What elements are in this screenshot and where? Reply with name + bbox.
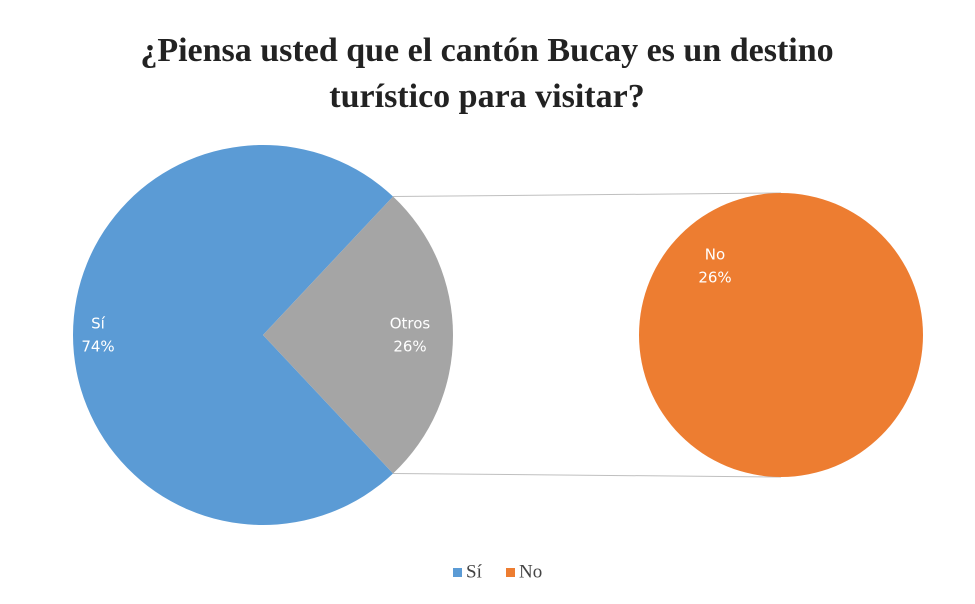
slice-label: Otros bbox=[390, 315, 431, 333]
secondary-pie bbox=[639, 193, 923, 477]
slice-label-value: 26% bbox=[393, 338, 426, 356]
legend-label: No bbox=[519, 561, 542, 582]
connector-line bbox=[393, 192, 782, 197]
legend-label: Sí bbox=[466, 561, 483, 582]
chart-title: ¿Piensa usted que el cantón Bucay es un … bbox=[140, 32, 834, 115]
connector-line bbox=[393, 473, 782, 478]
slice-label-value: 74% bbox=[81, 338, 114, 356]
pie-slice bbox=[263, 196, 454, 474]
slice-label-value: 26% bbox=[698, 269, 731, 287]
pie-slice bbox=[73, 144, 394, 526]
slice-label: No bbox=[705, 246, 725, 264]
slice-label: Sí bbox=[91, 315, 106, 333]
legend-swatch bbox=[453, 568, 462, 577]
legend-swatch bbox=[506, 568, 515, 577]
